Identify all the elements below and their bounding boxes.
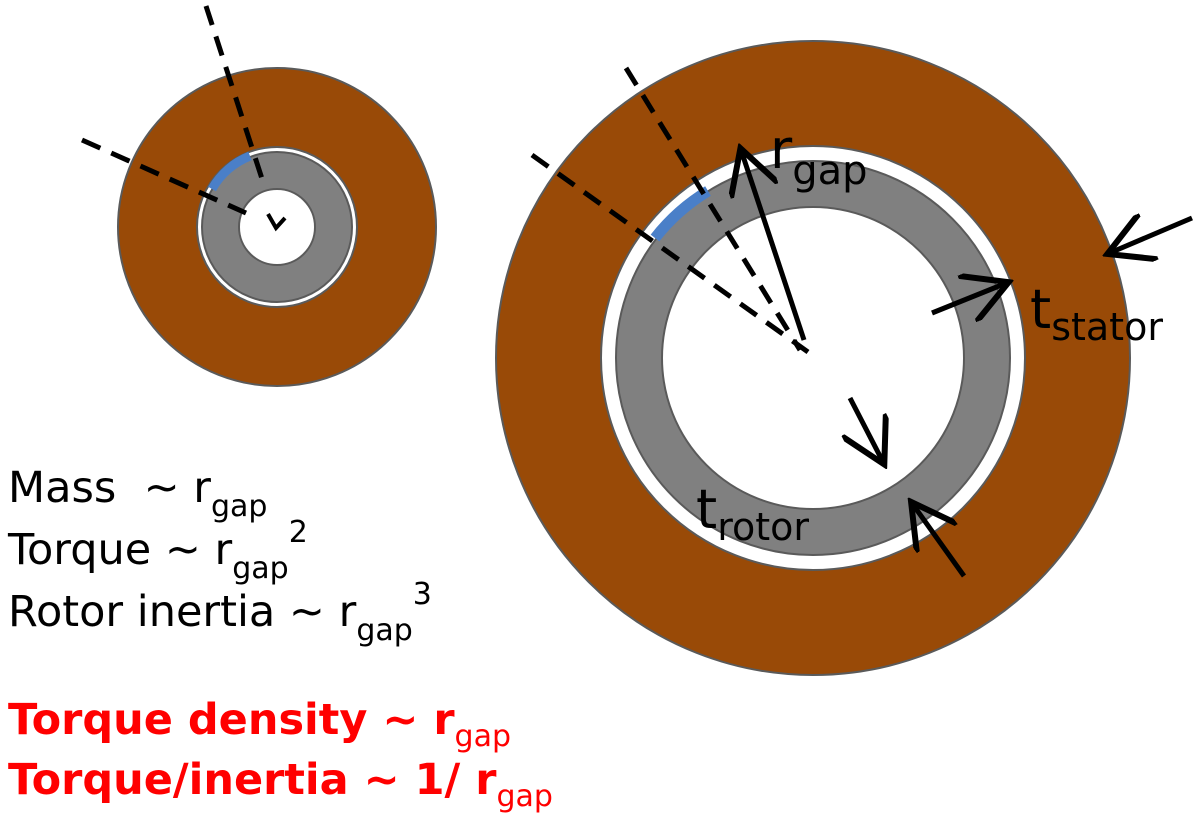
tstator-label-main: t <box>1030 278 1051 341</box>
relation-mass-sub: gap <box>211 489 267 524</box>
relation-inertia-sup: 3 <box>413 577 432 612</box>
relation-torque: Torque ~ rgap2 <box>7 515 308 586</box>
conclusion-torque-density-lhs: Torque density ~ r <box>8 695 455 745</box>
relation-torque-sup: 2 <box>289 515 308 550</box>
conclusion-torque-density: Torque density ~ rgap <box>8 695 511 754</box>
trotor-label-sub: rotor <box>717 505 809 549</box>
trotor-label: trotor <box>696 478 809 549</box>
small-motor <box>80 5 437 387</box>
relation-torque-sub: gap <box>232 551 288 586</box>
rgap-label-main: r <box>770 118 793 181</box>
conclusion-torque-density-sub: gap <box>455 719 511 754</box>
scaling-relations: Mass ~ rgap Torque ~ rgap2 Rotor inertia… <box>7 463 432 648</box>
relation-inertia: Rotor inertia ~ rgap3 <box>8 577 432 648</box>
relation-inertia-sub: gap <box>356 613 412 648</box>
large-dashed-line-1 <box>623 66 803 352</box>
large-motor: rgap tstator trotor <box>495 40 1193 676</box>
relation-mass: Mass ~ rgap <box>8 463 267 524</box>
rgap-label: rgap <box>770 118 868 194</box>
relation-inertia-lhs: Rotor inertia ~ r <box>8 587 357 637</box>
trotor-inner-arrow <box>850 396 882 460</box>
tstator-inner-arrow <box>931 284 1004 313</box>
conclusion-torque-inertia-lhs: Torque/inertia ~ 1/ r <box>8 755 497 805</box>
trotor-label-main: t <box>696 478 717 541</box>
small-center-arrow <box>266 213 287 232</box>
trotor-outer-arrow <box>914 506 967 578</box>
tstator-label-sub: stator <box>1051 305 1163 349</box>
relation-torque-lhs: Torque ~ r <box>7 525 233 575</box>
tstator-outer-arrow <box>1112 218 1193 252</box>
rgap-arrow <box>742 153 807 341</box>
relation-mass-lhs: Mass ~ r <box>8 463 211 513</box>
conclusion-torque-inertia: Torque/inertia ~ 1/ rgap <box>8 755 553 814</box>
small-magnet <box>208 151 252 192</box>
conclusion-torque-inertia-sub: gap <box>496 779 552 814</box>
large-dashed-line-2 <box>530 152 810 355</box>
rgap-label-sub: gap <box>792 148 867 194</box>
conclusions: Torque density ~ rgap Torque/inertia ~ 1… <box>8 695 553 814</box>
large-bore <box>661 206 965 510</box>
tstator-label: tstator <box>1030 278 1163 349</box>
